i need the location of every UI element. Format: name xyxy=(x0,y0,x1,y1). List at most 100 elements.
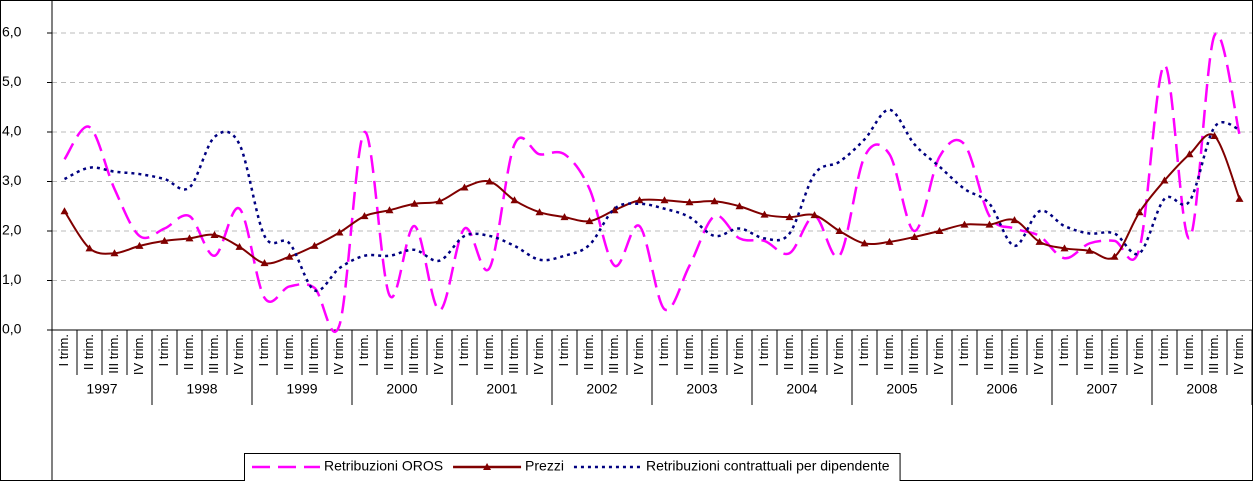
marker xyxy=(785,213,794,221)
x-tick-label: III trim. xyxy=(406,334,421,374)
year-label: 2002 xyxy=(586,381,617,397)
marker xyxy=(235,242,244,250)
marker xyxy=(860,239,869,247)
marker xyxy=(635,196,644,204)
x-tick-label: I trim. xyxy=(1156,334,1171,367)
marker xyxy=(960,220,969,228)
x-tick-label: II trim. xyxy=(981,334,996,370)
x-tick-label: III trim. xyxy=(306,334,321,374)
y-tick-label: 0,0 xyxy=(2,321,22,337)
x-tick-label: III trim. xyxy=(606,334,621,374)
marker xyxy=(560,213,569,221)
x-tick-label: IV trim. xyxy=(131,334,146,375)
x-tick-label: II trim. xyxy=(881,334,896,370)
marker xyxy=(585,217,594,225)
marker xyxy=(360,212,369,220)
year-label: 2004 xyxy=(786,381,817,397)
marker xyxy=(1010,216,1019,224)
x-tick-label: III trim. xyxy=(506,334,521,374)
x-tick-label: I trim. xyxy=(456,334,471,367)
marker xyxy=(435,197,444,205)
x-tick-label: IV trim. xyxy=(931,334,946,375)
x-tick-label: II trim. xyxy=(381,334,396,370)
year-label: 2007 xyxy=(1086,381,1117,397)
x-tick-label: III trim. xyxy=(1206,334,1221,374)
x-tick-label: III trim. xyxy=(806,334,821,374)
marker xyxy=(410,199,419,207)
x-tick-label: IV trim. xyxy=(731,334,746,375)
marker xyxy=(660,196,669,204)
marker xyxy=(85,244,94,252)
marker xyxy=(310,241,319,249)
x-tick-label: II trim. xyxy=(1181,334,1196,370)
y-tick-label: 4,0 xyxy=(2,123,22,139)
x-tick-label: I trim. xyxy=(756,334,771,367)
y-tick-label: 6,0 xyxy=(2,24,22,40)
x-tick-label: I trim. xyxy=(556,334,571,367)
x-tick-label: III trim. xyxy=(906,334,921,374)
x-tick-label: III trim. xyxy=(106,334,121,374)
x-tick-label: II trim. xyxy=(281,334,296,370)
x-tick-label: IV trim. xyxy=(331,334,346,375)
x-tick-label: IV trim. xyxy=(631,334,646,375)
marker xyxy=(460,183,469,191)
y-tick-label: 1,0 xyxy=(2,271,22,287)
x-tick-label: I trim. xyxy=(356,334,371,367)
marker xyxy=(885,237,894,245)
year-label: 1997 xyxy=(86,381,117,397)
marker xyxy=(160,236,169,244)
legend-box xyxy=(244,453,901,481)
marker xyxy=(735,202,744,210)
x-tick-label: II trim. xyxy=(181,334,196,370)
marker xyxy=(1110,252,1119,260)
marker xyxy=(760,210,769,218)
marker xyxy=(285,252,294,260)
x-tick-label: III trim. xyxy=(1006,334,1021,374)
marker xyxy=(535,208,544,216)
x-tick-label: IV trim. xyxy=(1131,334,1146,375)
marker xyxy=(710,197,719,205)
year-label: 2005 xyxy=(886,381,917,397)
x-tick-label: IV trim. xyxy=(531,334,546,375)
legend-label: Prezzi xyxy=(525,458,564,474)
marker xyxy=(110,249,119,257)
x-tick-label: III trim. xyxy=(706,334,721,374)
marker xyxy=(935,227,944,234)
marker xyxy=(1135,208,1144,216)
marker xyxy=(185,234,194,242)
legend: Retribuzioni OROS Prezzi Retribuzioni cont… xyxy=(244,453,901,481)
marker xyxy=(1235,194,1244,202)
marker xyxy=(1210,131,1219,139)
marker xyxy=(60,207,69,215)
marker xyxy=(985,220,994,228)
marker xyxy=(510,196,519,204)
x-tick-label: III trim. xyxy=(1106,334,1121,374)
year-label: 1999 xyxy=(286,381,317,397)
x-tick-label: I trim. xyxy=(956,334,971,367)
marker xyxy=(685,198,694,206)
x-tick-label: II trim. xyxy=(81,334,96,370)
x-tick-label: IV trim. xyxy=(1231,334,1246,375)
marker xyxy=(910,232,919,240)
x-tick-label: II trim. xyxy=(481,334,496,370)
x-tick-label: I trim. xyxy=(256,334,271,367)
marker xyxy=(1060,244,1069,252)
marker xyxy=(1160,176,1169,184)
x-tick-label: III trim. xyxy=(206,334,221,374)
marker xyxy=(835,227,844,234)
marker xyxy=(335,228,344,236)
x-tick-label: IV trim. xyxy=(831,334,846,375)
x-tick-label: II trim. xyxy=(1081,334,1096,370)
legend-label: Retribuzioni contrattuali per dipendente xyxy=(646,458,890,474)
y-tick-label: 2,0 xyxy=(2,222,22,238)
x-tick-label: I trim. xyxy=(656,334,671,367)
year-label: 1998 xyxy=(186,381,217,397)
x-tick-label: I trim. xyxy=(856,334,871,367)
year-label: 2003 xyxy=(686,381,717,397)
legend-label: Retribuzioni OROS xyxy=(324,458,443,474)
year-label: 2008 xyxy=(1186,381,1217,397)
marker xyxy=(485,177,494,185)
x-tick-label: IV trim. xyxy=(1031,334,1046,375)
